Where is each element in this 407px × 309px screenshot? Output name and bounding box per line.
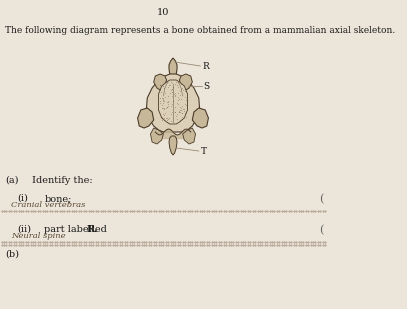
Text: S: S	[204, 82, 210, 91]
Text: (ii): (ii)	[18, 225, 32, 234]
Polygon shape	[193, 108, 208, 128]
Text: (b): (b)	[5, 250, 19, 259]
Text: (: (	[319, 194, 324, 204]
Text: (a): (a)	[5, 176, 18, 185]
Polygon shape	[138, 108, 154, 128]
Text: (: (	[319, 225, 324, 235]
Text: part labelled: part labelled	[44, 225, 110, 234]
Text: The following diagram represents a bone obtained from a mammalian axial skeleton: The following diagram represents a bone …	[5, 26, 395, 35]
Polygon shape	[169, 58, 177, 76]
Text: T: T	[200, 146, 206, 155]
Text: R.: R.	[87, 225, 98, 234]
Polygon shape	[169, 136, 177, 155]
Polygon shape	[159, 80, 188, 124]
Polygon shape	[183, 128, 195, 144]
Polygon shape	[151, 128, 163, 144]
Polygon shape	[179, 74, 193, 90]
Text: (i): (i)	[18, 194, 28, 203]
Text: Identify the:: Identify the:	[32, 176, 93, 185]
Polygon shape	[147, 74, 199, 132]
Polygon shape	[154, 74, 166, 90]
Text: Cranial vertebras: Cranial vertebras	[11, 201, 85, 209]
Text: Neural spine: Neural spine	[11, 232, 66, 240]
Text: R: R	[202, 61, 209, 70]
Text: bone;: bone;	[44, 194, 72, 203]
Text: 10: 10	[157, 8, 170, 17]
